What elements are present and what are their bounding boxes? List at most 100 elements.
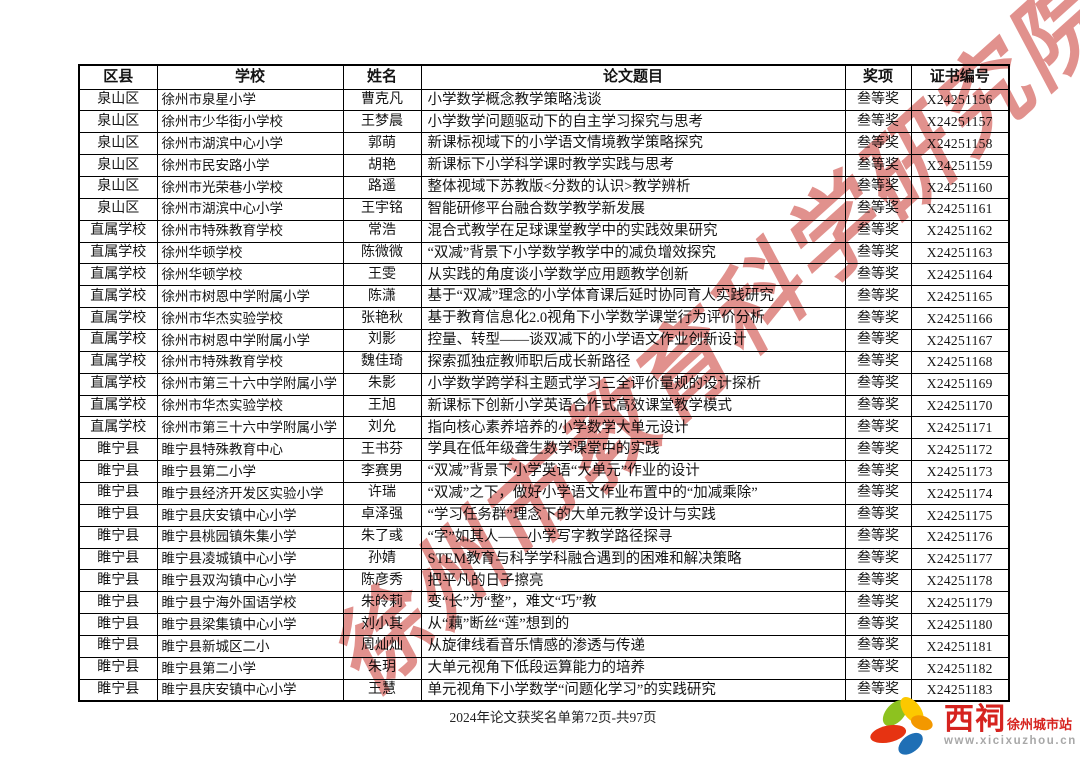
cell-award: 叁等奖 [844,416,912,440]
table-row: 直属学校 徐州市特殊教育学校 魏佳琦 探索孤独症教师职后成长新路径 叁等奖 X242511… [78,350,1010,374]
cell-school: 睢宁县宁海外国语学校 [156,591,344,615]
cell-cert: X24251165 [910,285,1010,309]
cell-school: 睢宁县庆安镇中心小学 [156,503,344,527]
cell-district: 直属学校 [78,416,158,440]
cell-award: 叁等奖 [844,394,912,418]
cell-district: 泉山区 [78,132,158,156]
cell-school: 徐州华顿学校 [156,263,344,287]
cell-district: 泉山区 [78,154,158,177]
cell-title: 智能研修平台融合数学教学新发展 [420,197,846,221]
logo-url-text: www.xicixuzhou.cn [944,735,1077,748]
cell-award: 叁等奖 [844,613,912,636]
cell-award: 叁等奖 [844,88,912,112]
cell-cert: X24251160 [910,175,1010,199]
table-row: 睢宁县 睢宁县第二小学 朱玥 大单元视角下低段运算能力的培养 叁等奖 X24251182 [78,656,1010,680]
cell-district: 直属学校 [78,219,158,243]
cell-title: “双减”背景下小学数学教学中的减负增效探究 [420,241,846,265]
cell-district: 睢宁县 [78,438,158,462]
cell-school: 徐州市民安路小学 [156,154,344,177]
cell-school: 睢宁县经济开发区实验小学 [156,481,344,505]
cell-title: 新课标下小学科学课时教学实践与思考 [420,154,846,177]
column-header-title: 论文题目 [420,64,846,90]
cell-award: 叁等奖 [844,656,912,680]
column-header-cert: 证书编号 [910,64,1010,90]
cell-cert: X24251162 [910,219,1010,243]
cell-award: 叁等奖 [844,154,912,177]
cell-school: 徐州市华杰实验学校 [156,394,344,418]
cell-district: 泉山区 [78,88,158,112]
cell-cert: X24251170 [910,394,1010,418]
table-row: 睢宁县 睢宁县新城区二小 周灿灿 从旋律线看音乐情感的渗透与传递 叁等奖 X2425118… [78,634,1010,658]
table-row: 泉山区 徐州市湖滨中心小学 王宇铭 智能研修平台融合数学教学新发展 叁等奖 X242511… [78,197,1010,221]
cell-cert: X24251171 [910,416,1010,440]
cell-school: 徐州华顿学校 [156,241,344,265]
cell-school: 徐州市泉星小学 [156,88,344,112]
cell-name: 孙婧 [342,547,422,571]
cell-district: 睢宁县 [78,547,158,571]
cell-name: 王书芬 [342,438,422,462]
cell-title: 学具在低年级聋生数学课堂中的实践 [420,438,846,462]
cell-cert: X24251161 [910,197,1010,221]
cell-title: 基于教育信息化2.0视角下小学数学课堂行为评价分析 [420,307,846,330]
cell-cert: X24251180 [910,613,1010,636]
cell-award: 叁等奖 [844,219,912,243]
cell-name: 张艳秋 [342,307,422,330]
cell-cert: X24251176 [910,525,1010,549]
cell-school: 睢宁县桃园镇朱集小学 [156,525,344,549]
cell-award: 叁等奖 [844,481,912,505]
cell-cert: X24251166 [910,307,1010,330]
cell-cert: X24251157 [910,110,1010,134]
cell-district: 直属学校 [78,285,158,309]
table-body: 泉山区 徐州市泉星小学 曹克凡 小学数学概念教学策略浅谈 叁等奖 X24251156 泉山区… [78,88,1010,702]
cell-award: 叁等奖 [844,547,912,571]
cell-district: 睢宁县 [78,569,158,593]
table-row: 睢宁县 睢宁县经济开发区实验小学 许瑞 “双减”之下，做好小学语文作业布置中的“加减乘… [78,481,1010,505]
table-row: 睢宁县 睢宁县桃园镇朱集小学 朱了彧 “字”如其人——小学写字教学路径探寻 叁等奖 X24… [78,525,1010,549]
cell-school: 徐州市湖滨中心小学 [156,197,344,221]
cell-title: 混合式教学在足球课堂教学中的实践效果研究 [420,219,846,243]
table-row: 睢宁县 睢宁县庆安镇中心小学 卓泽强 “学习任务群”理念下的大单元教学设计与实践 叁等奖… [78,503,1010,527]
cell-school: 徐州市少华街小学校 [156,110,344,134]
table-row: 直属学校 徐州市树恩中学附属小学 刘影 控量、转型——谈双减下的小学语文作业创新设计叁… [78,328,1010,352]
cell-name: 刘影 [342,328,422,352]
cell-name: 常浩 [342,219,422,243]
cell-award: 叁等奖 [844,591,912,615]
cell-title: 把平凡的日子擦亮 [420,569,846,593]
cell-name: 周灿灿 [342,634,422,658]
table-row: 直属学校 徐州市第三十六中学附属小学 朱影 小学数学跨学科主题式学习三全评价量规的设计… [78,372,1010,396]
cell-school: 睢宁县凌城镇中心小学 [156,547,344,571]
cell-school: 徐州市树恩中学附属小学 [156,328,344,352]
cell-district: 睢宁县 [78,503,158,527]
cell-school: 徐州市光荣巷小学校 [156,175,344,199]
cell-award: 叁等奖 [844,241,912,265]
cell-title: “字”如其人——小学写字教学路径探寻 [420,525,846,549]
cell-title: 从旋律线看音乐情感的渗透与传递 [420,634,846,658]
cell-title: STEM教育与科学学科融合遇到的困难和解决策略 [420,547,846,571]
cell-cert: X24251178 [910,569,1010,593]
cell-title: “双减”背景下小学英语“大单元”作业的设计 [420,460,846,483]
cell-title: 新课标下创新小学英语合作式高效课堂教学模式 [420,394,846,418]
cell-school: 睢宁县第二小学 [156,656,344,680]
table-row: 直属学校 徐州市第三十六中学附属小学 刘允 指向核心素养培养的小学数学大单元设计 叁等奖… [78,416,1010,440]
cell-cert: X24251169 [910,372,1010,396]
table-row: 直属学校 徐州华顿学校 陈微微 “双减”背景下小学数学教学中的减负增效探究 叁等奖 X24… [78,241,1010,265]
cell-district: 直属学校 [78,394,158,418]
cell-cert: X24251182 [910,656,1010,680]
cell-award: 叁等奖 [844,350,912,374]
cell-district: 直属学校 [78,372,158,396]
cell-title: 从实践的角度谈小学数学应用题教学创新 [420,263,846,287]
cell-award: 叁等奖 [844,460,912,483]
cell-cert: X24251174 [910,481,1010,505]
cell-name: 朱皊莉 [342,591,422,615]
cell-school: 徐州市第三十六中学附属小学 [156,372,344,396]
cell-award: 叁等奖 [844,132,912,156]
cell-name: 王宇铭 [342,197,422,221]
cell-name: 陈彦秀 [342,569,422,593]
cell-cert: X24251158 [910,132,1010,156]
cell-school: 徐州市特殊教育学校 [156,350,344,374]
cell-award: 叁等奖 [844,438,912,462]
cell-title: 指向核心素养培养的小学数学大单元设计 [420,416,846,440]
cell-award: 叁等奖 [844,328,912,352]
logo-text-block: 西祠 徐州城市站 www.xicixuzhou.cn [944,705,1077,748]
cell-title: 基于“双减”理念的小学体育课后延时协同育人实践研究 [420,285,846,309]
